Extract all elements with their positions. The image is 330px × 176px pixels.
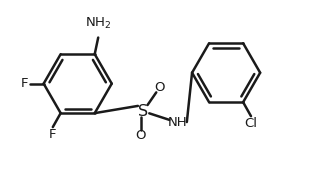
Text: NH$_2$: NH$_2$ (85, 16, 112, 31)
Text: O: O (154, 81, 165, 94)
Text: Cl: Cl (245, 117, 257, 130)
Text: S: S (138, 104, 148, 119)
Text: O: O (136, 129, 146, 142)
Text: NH: NH (167, 116, 187, 128)
Text: F: F (20, 77, 28, 90)
Text: F: F (49, 128, 56, 141)
